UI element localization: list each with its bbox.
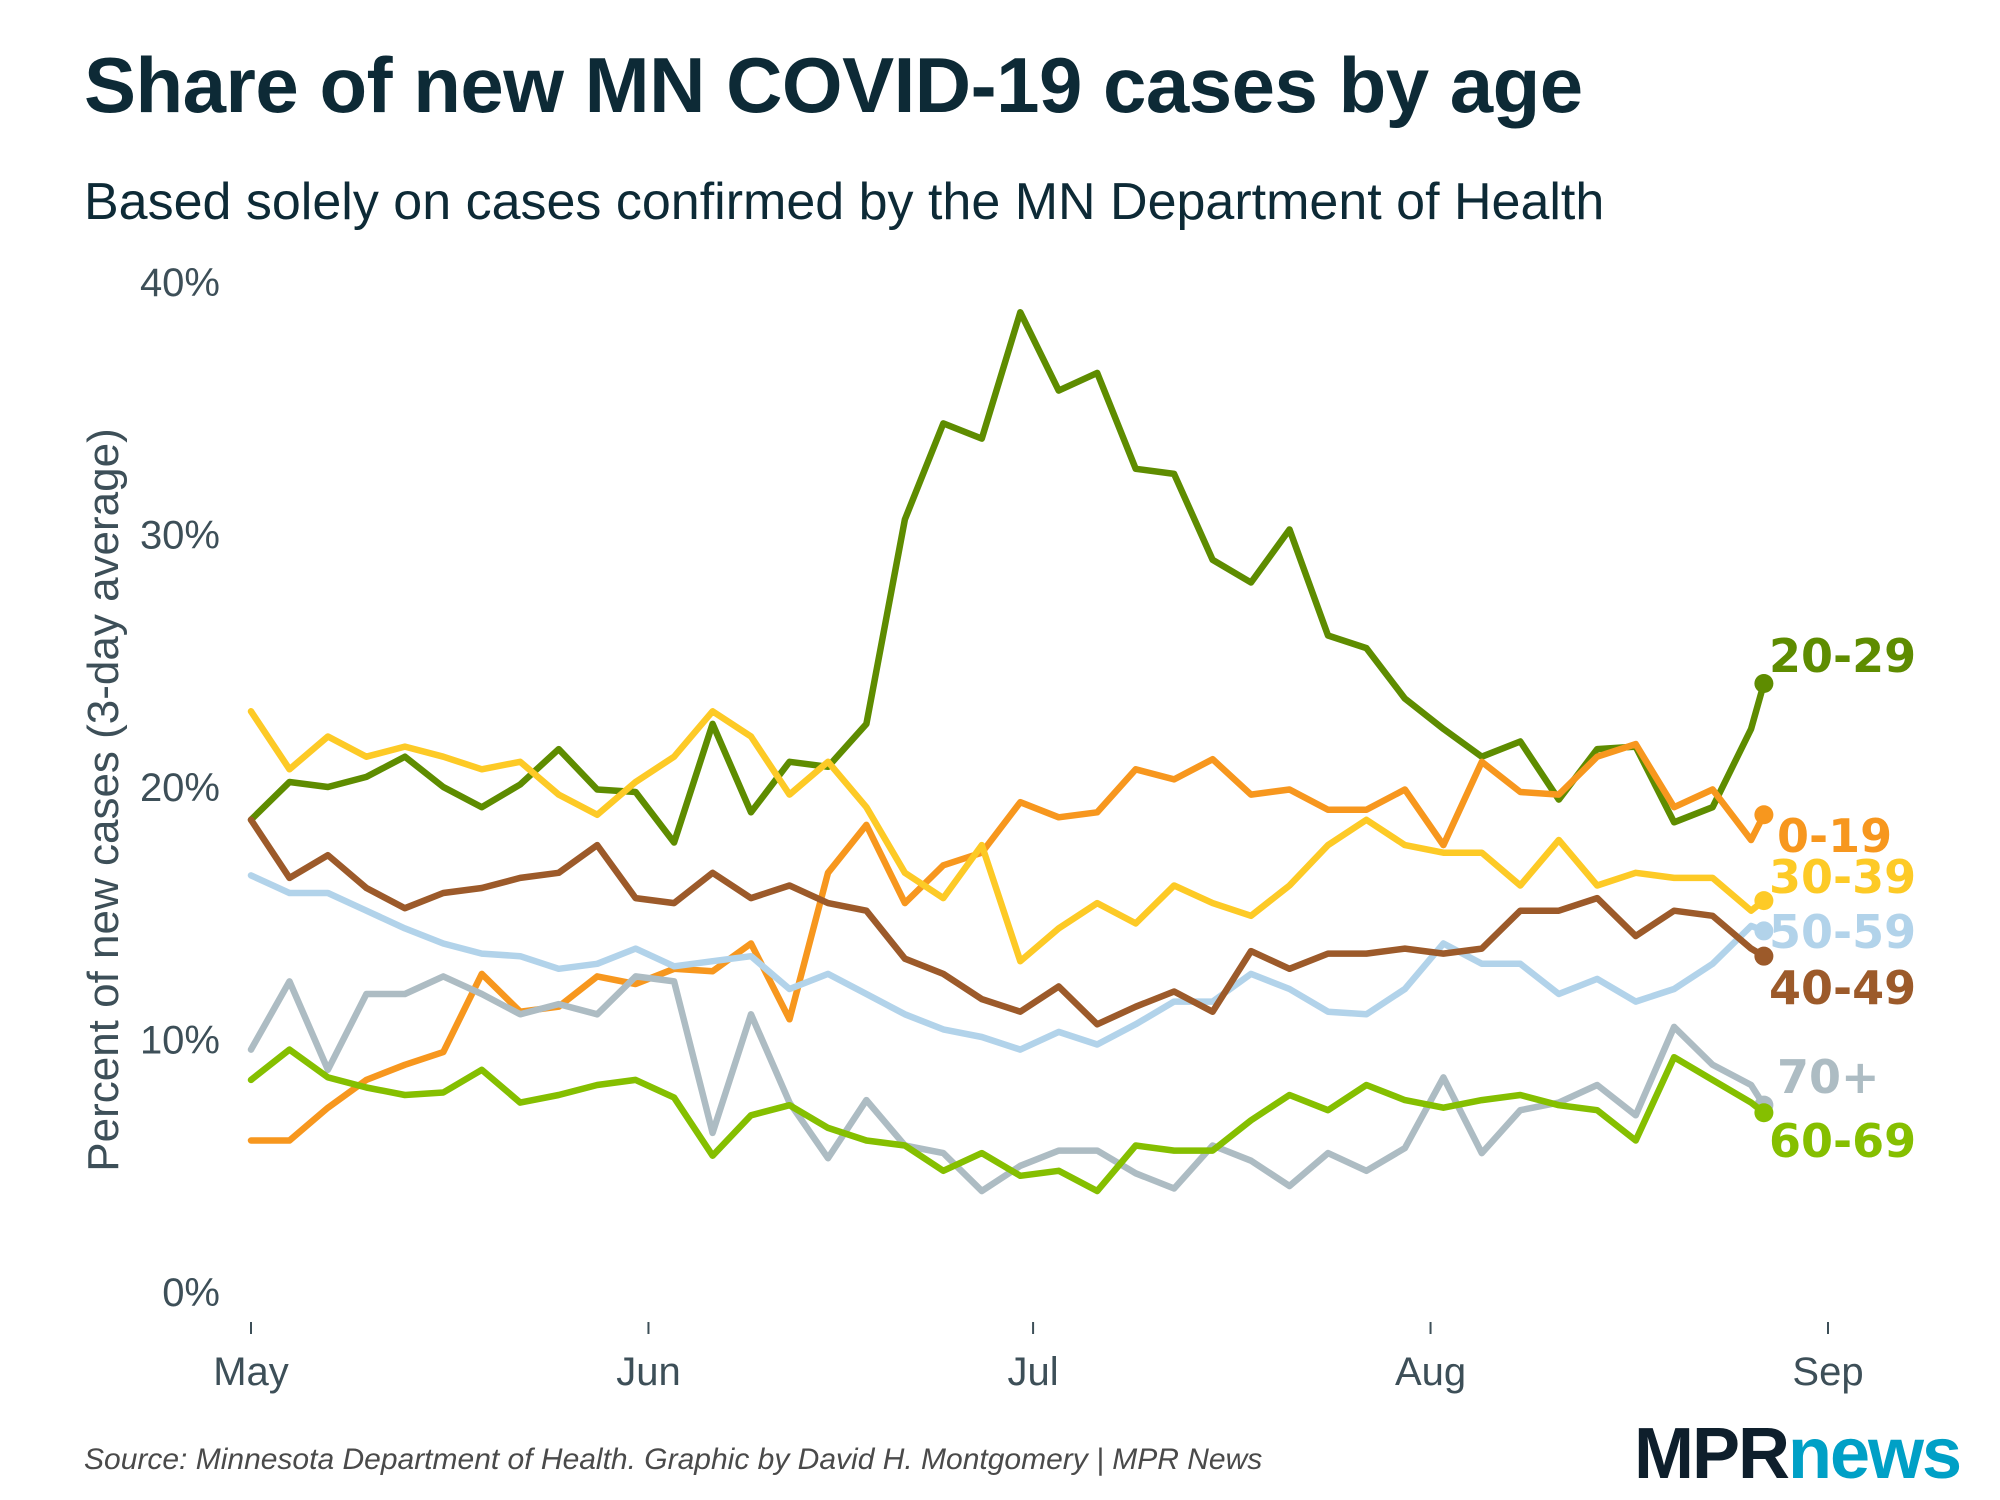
logo-news: news [1788, 1414, 1962, 1494]
series-line-60-69 [247, 1046, 1768, 1195]
series-label-50-59: 50-59 [1769, 905, 1916, 959]
y-tick-label: 40% [140, 261, 220, 305]
y-tick-label: 20% [140, 766, 220, 810]
x-tick-label: Sep [1792, 1350, 1863, 1394]
series-line-0-19 [247, 740, 1768, 1144]
series-line-40-49 [247, 816, 1768, 1028]
source-note: Source: Minnesota Department of Health. … [84, 1443, 1263, 1476]
series-end-dot-30-39 [1754, 891, 1774, 911]
series-line-30-39 [247, 708, 1768, 965]
x-tick-label: Jun [616, 1350, 681, 1394]
y-tick-label: 30% [140, 514, 220, 558]
y-axis-ticks: 0% 10% 20% 30% 40% [140, 261, 220, 1315]
chart-subtitle: Based solely on cases confirmed by the M… [84, 173, 1605, 231]
mpr-news-logo: MPRnews [1634, 1418, 1962, 1490]
series-label-40-49: 40-49 [1769, 961, 1916, 1015]
chart-title: Share of new MN COVID-19 cases by age [84, 41, 1583, 129]
series-line-20-29 [247, 309, 1768, 846]
series-end-dot-0-19 [1754, 805, 1774, 825]
x-tick-label: Aug [1395, 1350, 1466, 1394]
x-tick-label: Jul [1008, 1350, 1059, 1394]
series-label-60-69: 60-69 [1769, 1114, 1916, 1168]
series-label-20-29: 20-29 [1769, 629, 1916, 683]
x-tick-label: May [213, 1350, 289, 1394]
series-line-70+ [247, 973, 1768, 1195]
series-end-dot-60-69 [1754, 1103, 1774, 1123]
series-label-70+: 70+ [1777, 1050, 1880, 1104]
series-lines [247, 309, 1774, 1195]
series-end-dot-20-29 [1754, 673, 1774, 693]
y-axis-title: Percent of new cases (3-day average) [79, 428, 128, 1172]
series-line-50-59 [247, 872, 1768, 1053]
y-tick-label: 0% [162, 1271, 220, 1315]
series-end-dot-50-59 [1754, 921, 1774, 941]
x-axis-ticks: May Jun Jul Aug Sep [213, 1322, 1864, 1394]
series-label-0-19: 0-19 [1777, 809, 1892, 863]
logo-mpr: MPR [1634, 1414, 1790, 1494]
series-end-dot-40-49 [1754, 946, 1774, 966]
y-tick-label: 10% [140, 1019, 220, 1063]
series-label-30-39: 30-39 [1769, 850, 1916, 904]
